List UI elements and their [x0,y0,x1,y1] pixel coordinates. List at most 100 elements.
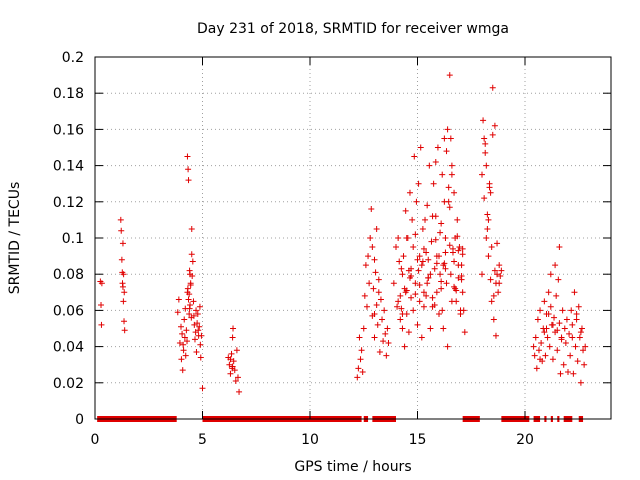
data-point [186,311,193,318]
data-point [434,144,441,151]
data-point [429,213,436,220]
y-tick-label: 0.12 [53,195,84,211]
data-point [395,235,402,241]
data-point [484,225,491,232]
data-point [194,311,201,318]
data-point [368,206,375,213]
data-point [446,72,453,79]
data-point [423,249,430,256]
data-point [98,301,105,308]
y-tick-label: 0.04 [53,340,84,356]
data-point [231,367,238,374]
data-point [490,292,497,299]
data-point [230,325,237,332]
data-point [580,347,587,354]
data-point [227,370,234,377]
data-point [442,249,449,256]
data-point [393,244,399,251]
data-point [199,385,206,392]
data-point [385,339,392,346]
data-point [227,356,234,363]
data-point [490,316,497,323]
data-point [489,131,496,138]
data-point [429,294,436,301]
data-point [416,253,423,260]
data-point [436,311,442,318]
data-point [451,189,458,196]
data-point [379,316,386,323]
data-point [98,280,105,287]
data-point [420,245,427,252]
data-point [495,289,502,296]
data-point [491,122,498,129]
data-point [181,334,188,341]
data-point [448,162,455,169]
data-point [362,262,369,269]
data-point [439,171,446,178]
data-point [374,321,381,328]
data-point [582,343,589,350]
data-point [188,251,195,258]
data-point [459,289,466,296]
data-point [447,135,454,142]
data-point [433,289,440,296]
data-point [382,330,389,337]
y-tick-label: 0.2 [62,50,84,66]
data-point [483,235,490,241]
data-point [415,267,422,274]
data-point [565,368,571,375]
data-point [360,325,367,332]
data-point [441,135,448,142]
data-point [181,316,188,323]
data-point [424,280,431,287]
data-point [549,356,556,363]
data-point [445,184,452,191]
data-point [454,233,461,240]
x-tick-label: 20 [516,432,534,448]
data-point [406,189,413,196]
data-point [567,352,574,359]
data-point [398,305,405,312]
data-point [397,316,404,323]
data-point [416,298,423,305]
data-point [569,334,576,341]
data-point [403,235,410,241]
data-point [432,236,439,243]
data-point [174,309,181,316]
data-point [186,305,193,312]
data-point [553,292,560,299]
data-point [483,162,490,169]
data-point [538,339,545,346]
data-point [412,280,419,287]
data-point [372,269,379,276]
data-point [569,321,576,328]
data-point [496,262,503,269]
data-point [366,280,373,287]
x-axis-label: GPS time / hours [294,459,411,475]
data-point [431,301,438,308]
data-point [420,303,427,310]
data-point [185,177,192,184]
data-point [482,149,489,156]
data-point [180,341,187,348]
chart-title: Day 231 of 2018, SRMTID for receiver wmg… [197,21,509,37]
y-tick-labels: 0 0.02 0.04 0.06 0.08 0.1 0.12 0.14 0.16 0.18 0.2 [53,50,84,428]
data-point [482,140,489,147]
data-point [443,148,450,155]
data-point [178,323,184,330]
data-point [432,158,439,165]
data-point [98,321,105,328]
data-point [496,280,503,287]
data-point [546,343,553,350]
data-point [406,274,413,281]
data-point [427,325,434,332]
data-point [425,274,432,281]
data-point [446,204,453,211]
data-point [184,153,191,160]
data-point [397,292,404,299]
data-point [371,256,378,263]
data-point [440,325,447,332]
data-point [194,320,201,327]
